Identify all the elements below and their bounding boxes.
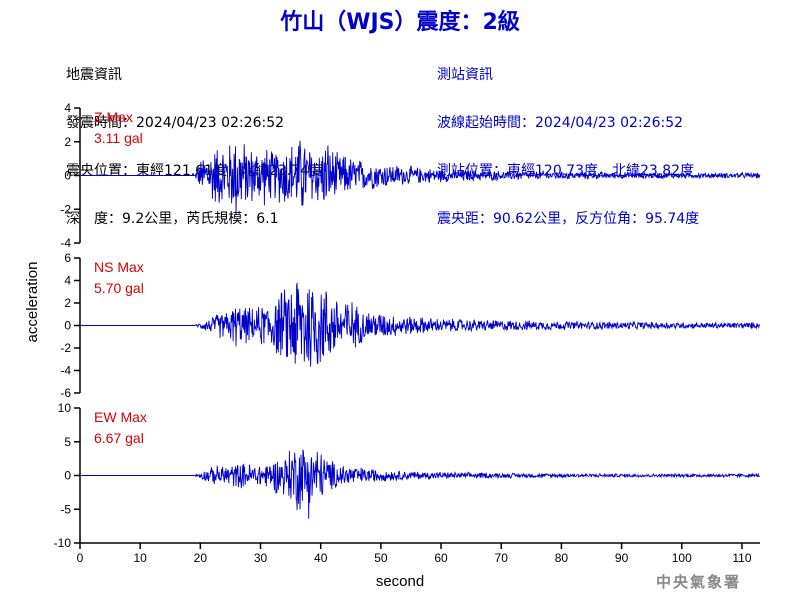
x-tick-label: 110 — [732, 551, 751, 565]
station-info: 測站資訊 波線起始時間：2024/04/23 02:26:52 測站位置：東經1… — [437, 35, 699, 243]
x-tick-label: 90 — [615, 551, 629, 565]
y-tick-label: -6 — [60, 386, 71, 400]
y-tick-label: -5 — [60, 502, 71, 516]
max-label-value: 3.11 gal — [94, 130, 143, 146]
y-tick-label: 2 — [64, 296, 71, 310]
x-tick-label: 20 — [194, 551, 208, 565]
epicenter-location: 震央位置：東經121.61度，北緯23.74度 — [66, 163, 324, 179]
waveform-trace-ew — [80, 449, 760, 519]
agency-watermark: 中央氣象署 — [656, 573, 742, 591]
station-info-heading: 測站資訊 — [437, 67, 493, 83]
wave-start-time: 波線起始時間：2024/04/23 02:26:52 — [437, 115, 684, 131]
x-tick-label: 10 — [133, 551, 147, 565]
x-tick-label: 100 — [672, 551, 692, 565]
y-tick-label: -4 — [60, 236, 71, 250]
max-label-title: Z Max — [94, 109, 133, 125]
depth-magnitude: 深 度：9.2公里，芮氏規模：6.1 — [66, 211, 279, 227]
x-axis-label: second — [376, 573, 424, 590]
y-tick-label: 4 — [64, 101, 71, 115]
y-tick-label: -2 — [60, 202, 71, 216]
max-label-value: 5.70 gal — [94, 280, 144, 296]
channel-panel-ns: 6 4 2 0 -2 -4 -6 NS Max 5.70 gal — [60, 251, 761, 400]
x-tick-label: 40 — [314, 551, 328, 565]
earthquake-info-heading: 地震資訊 — [66, 67, 122, 83]
x-tick-label: 60 — [434, 551, 448, 565]
y-tick-label: 6 — [64, 251, 71, 265]
earthquake-info: 地震資訊 發震時間：2024/04/23 02:26:52 震央位置：東經121… — [66, 35, 323, 243]
y-tick-label: 0 — [64, 469, 71, 483]
y-axis-label: acceleration — [24, 262, 41, 343]
x-tick-label: 0 — [77, 551, 84, 565]
x-tick-label: 50 — [374, 551, 388, 565]
x-tick-label: 30 — [254, 551, 268, 565]
y-tick-label: -10 — [54, 536, 72, 550]
y-tick-label: 0 — [64, 319, 71, 333]
origin-time: 發震時間：2024/04/23 02:26:52 — [66, 115, 285, 131]
y-tick-label: 4 — [64, 274, 71, 288]
epicentral-distance: 震央距：90.62公里，反方位角：95.74度 — [437, 211, 700, 227]
y-tick-label: 10 — [58, 401, 72, 415]
max-label-value: 6.67 gal — [94, 430, 144, 446]
y-tick-label: 5 — [64, 435, 71, 449]
channel-panel-ew: 10 5 0 -5 -10 EW Max 6.67 gal — [54, 401, 760, 550]
waveform-trace-z — [80, 140, 761, 215]
y-tick-label: -2 — [60, 341, 71, 355]
y-tick-label: 2 — [64, 135, 71, 149]
max-label-title: NS Max — [94, 259, 144, 275]
waveform-trace-ns — [80, 282, 761, 367]
max-label-title: EW Max — [94, 409, 147, 425]
x-tick-label: 80 — [555, 551, 569, 565]
channel-panel-z: 4 2 0 -2 -4 Z Max 3.11 gal — [60, 101, 761, 250]
y-tick-label: 0 — [64, 169, 71, 183]
x-tick-label: 70 — [495, 551, 509, 565]
y-tick-label: -4 — [60, 364, 71, 378]
chart-title: 竹山（WJS）震度：2級 — [280, 10, 520, 35]
